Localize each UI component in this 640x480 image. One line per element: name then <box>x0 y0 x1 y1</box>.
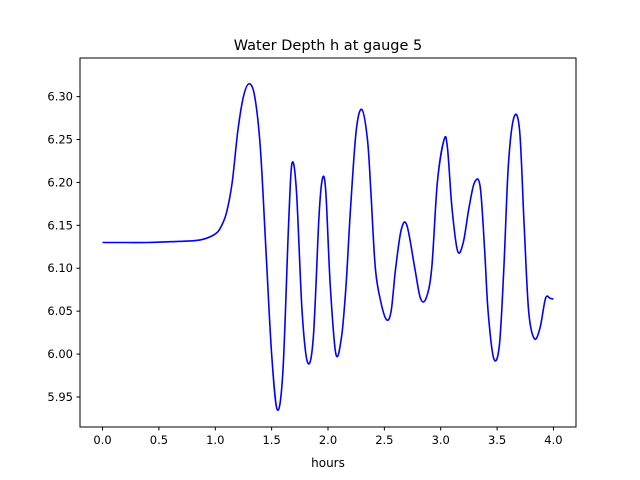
y-tick-label: 6.15 <box>47 218 73 232</box>
x-tick-label: 3.5 <box>488 433 506 447</box>
plot-frame <box>79 57 577 428</box>
y-tick-label: 6.10 <box>47 261 73 275</box>
y-tick-label: 6.20 <box>47 175 73 189</box>
y-tick-label: 6.00 <box>47 347 73 361</box>
x-tick-label: 1.0 <box>206 433 224 447</box>
x-axis: 0.0 0.5 1.0 1.5 2.0 2.5 3.0 3.5 4.0 <box>93 427 563 447</box>
y-tick-label: 5.95 <box>47 390 73 404</box>
y-tick-label: 6.30 <box>47 90 73 104</box>
x-tick-label: 2.0 <box>319 433 337 447</box>
x-tick-label: 2.5 <box>375 433 393 447</box>
y-tick-label: 6.05 <box>47 304 73 318</box>
x-tick-label: 1.5 <box>262 433 280 447</box>
x-tick-label: 0.5 <box>150 433 168 447</box>
x-tick-label: 0.0 <box>93 433 111 447</box>
y-axis: 5.95 6.00 6.05 6.10 6.15 6.20 6.25 6.30 <box>47 90 80 404</box>
x-axis-label: hours <box>311 456 345 470</box>
x-tick-label: 3.0 <box>432 433 450 447</box>
series-line <box>102 82 554 412</box>
chart-title: Water Depth h at gauge 5 <box>234 38 422 54</box>
plot-area <box>102 82 554 412</box>
x-tick-label: 4.0 <box>544 433 562 447</box>
y-tick-label: 6.25 <box>47 133 73 147</box>
